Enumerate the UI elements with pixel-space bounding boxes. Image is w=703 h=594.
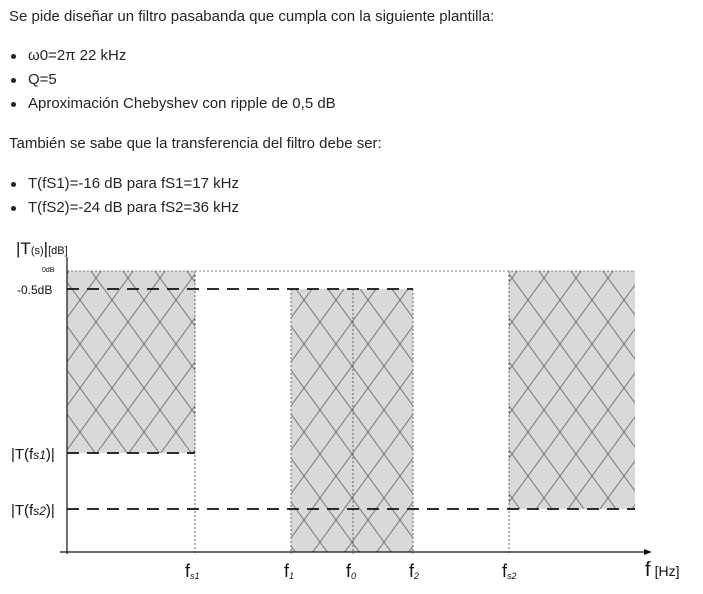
- filter-template-diagram: |T(s)|[dB] 0dB -0.5dB |T(fs1)| |T(fs2)| …: [11, 239, 679, 581]
- spec-item: Aproximación Chebyshev con ripple de 0,5…: [0, 92, 336, 116]
- stopband-left-hatch: [67, 271, 195, 453]
- f2-label: f2: [409, 561, 419, 581]
- x-axis-arrow: [644, 549, 652, 555]
- ripple-label: -0.5dB: [17, 283, 52, 297]
- y-axis-title: |T(s)|[dB]: [16, 239, 68, 258]
- transfer-intro-text: También se sabe que la transferencia del…: [9, 135, 382, 152]
- f0-label: f0: [346, 561, 356, 581]
- passband-hatch: [291, 289, 413, 552]
- intro-text: Se pide diseñar un filtro pasabanda que …: [9, 8, 495, 25]
- spec-item: Q=5: [0, 68, 336, 92]
- spec-item: ω0=2π 22 kHz: [0, 44, 336, 68]
- stopband-right-hatch: [509, 271, 635, 509]
- spec-list: ω0=2π 22 kHz Q=5 Aproximación Chebyshev …: [0, 44, 336, 116]
- x-axis-title: f [Hz]: [645, 559, 679, 581]
- f1-label: f1: [284, 561, 294, 581]
- transfer-list: T(fS1)=-16 dB para fS1=17 kHz T(fS2)=-24…: [0, 172, 239, 220]
- fs2-label: fs2: [502, 561, 517, 581]
- transfer-item: T(fS1)=-16 dB para fS1=17 kHz: [0, 172, 239, 196]
- fs1-label: fs1: [185, 561, 200, 581]
- filter-template-figure: |T(s)|[dB] 0dB -0.5dB |T(fs1)| |T(fs2)| …: [0, 234, 703, 589]
- tfs2-label: |T(fs2)|: [11, 502, 55, 519]
- zero-db-label: 0dB: [42, 267, 55, 274]
- tfs1-label: |T(fs1)|: [11, 446, 55, 463]
- transfer-item: T(fS2)=-24 dB para fS2=36 kHz: [0, 196, 239, 220]
